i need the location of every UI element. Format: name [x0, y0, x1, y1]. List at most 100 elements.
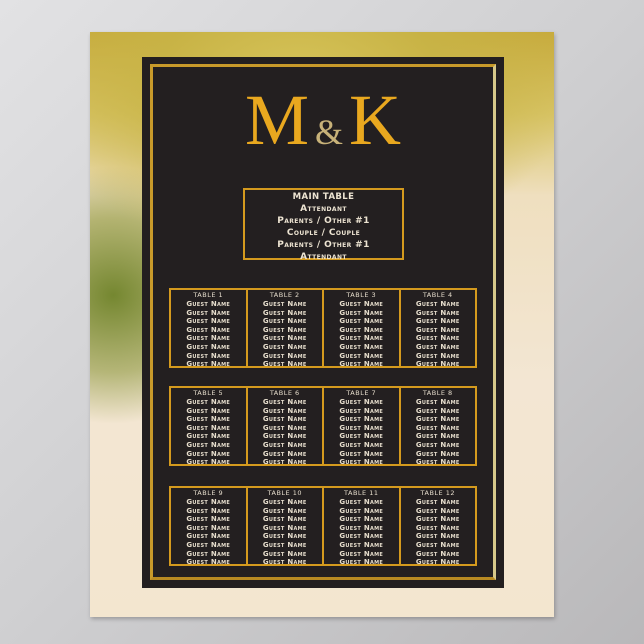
- guest-name: Guest Name: [339, 506, 384, 515]
- guest-name: Guest Name: [415, 415, 460, 424]
- guest-name: Guest Name: [415, 523, 460, 532]
- table-column: TABLE 9 Guest Name Guest Name Guest Name Gue…: [171, 488, 248, 567]
- main-table-seat: Attendant: [300, 252, 347, 262]
- table-label: TABLE 1: [193, 291, 224, 299]
- guest-name: Guest Name: [186, 558, 231, 567]
- guest-name: Guest Name: [339, 549, 384, 558]
- panel-content: M &K MAIN TABLE Attendant Parents / Other…: [156, 70, 490, 574]
- guest-name: Guest Name: [262, 549, 307, 558]
- table-column: TABLE 3 Guest Name Guest Name Guest Name Gue…: [324, 290, 401, 369]
- monogram: M &K: [156, 80, 490, 172]
- table-grid-row: TABLE 1 Guest Name Guest Name Guest Name Gue…: [169, 288, 477, 368]
- guest-name: Guest Name: [339, 351, 384, 360]
- guest-name: Guest Name: [262, 506, 307, 515]
- guest-name: Guest Name: [186, 532, 231, 541]
- main-table-seat: Parents / Other #1: [277, 240, 370, 250]
- guest-name: Guest Name: [186, 458, 231, 467]
- guest-name: Guest Name: [339, 342, 384, 351]
- guest-name: Guest Name: [415, 308, 460, 317]
- guest-name: Guest Name: [186, 406, 231, 415]
- guest-name: Guest Name: [339, 498, 384, 506]
- guest-name: Guest Name: [415, 342, 460, 351]
- guest-name: Guest Name: [262, 423, 307, 432]
- guest-name: Guest Name: [262, 540, 307, 549]
- guest-name: Guest Name: [339, 523, 384, 532]
- guest-name: Guest Name: [339, 515, 384, 524]
- table-label: TABLE 4: [422, 291, 453, 299]
- table-column: TABLE 2 Guest Name Guest Name Guest Name Gue…: [248, 290, 324, 368]
- guest-name: Guest Name: [415, 398, 460, 406]
- table-grid-row: TABLE 9 Guest Name Guest Name Guest Name Gue…: [169, 486, 477, 566]
- guest-name: Guest Name: [415, 432, 460, 441]
- guest-name: Guest Name: [262, 532, 307, 541]
- guest-name: Guest Name: [186, 432, 231, 441]
- guest-name: Guest Name: [262, 515, 307, 524]
- guest-name: Guest Name: [415, 360, 460, 369]
- guest-name: Guest Name: [415, 549, 460, 558]
- guest-name: Guest Name: [186, 342, 231, 351]
- guest-name: Guest Name: [339, 300, 384, 308]
- guest-name: Guest Name: [186, 523, 231, 532]
- main-table-box: MAIN TABLE Attendant Parents / Other #1 …: [243, 188, 404, 262]
- guest-name: Guest Name: [339, 406, 384, 415]
- main-table-seat: Parents / Other #1: [277, 216, 370, 226]
- guest-name: Guest Name: [186, 360, 231, 369]
- black-panel: M &K MAIN TABLE Attendant Parents / Other…: [142, 57, 504, 588]
- gold-frame: M &K MAIN TABLE Attendant Parents / Other…: [150, 64, 496, 580]
- guest-name: Guest Name: [262, 317, 307, 326]
- guest-name: Guest Name: [339, 532, 384, 541]
- guest-name: Guest Name: [415, 532, 460, 541]
- guest-name: Guest Name: [186, 317, 231, 326]
- guest-name: Guest Name: [262, 449, 307, 458]
- guest-name: Guest Name: [339, 334, 384, 343]
- guest-name: Guest Name: [262, 308, 307, 317]
- table-column: TABLE 7 Guest Name Guest Name Guest Name Gue…: [324, 388, 401, 466]
- table-label: TABLE 12: [420, 489, 455, 497]
- guest-name: Guest Name: [262, 406, 307, 415]
- guest-name: Guest Name: [186, 440, 231, 449]
- guest-name: Guest Name: [186, 334, 231, 343]
- guest-name: Guest Name: [339, 449, 384, 458]
- guest-name: Guest Name: [262, 325, 307, 334]
- guest-name: Guest Name: [262, 351, 307, 360]
- table-column: TABLE 5 Guest Name Guest Name Guest Name Gue…: [171, 388, 248, 467]
- table-label: TABLE 8: [422, 389, 453, 397]
- table-label: TABLE 6: [269, 389, 300, 397]
- guest-name: Guest Name: [415, 406, 460, 415]
- main-table-seat: Attendant: [300, 204, 347, 214]
- guest-name: Guest Name: [262, 523, 307, 532]
- guest-name: Guest Name: [415, 351, 460, 360]
- guest-name: Guest Name: [415, 506, 460, 515]
- guest-name: Guest Name: [339, 440, 384, 449]
- main-table-seat: Couple / Couple: [286, 228, 361, 238]
- guest-name: Guest Name: [262, 558, 307, 567]
- table-label: TABLE 3: [346, 291, 377, 299]
- guest-name: Guest Name: [186, 549, 231, 558]
- guest-name: Guest Name: [186, 423, 231, 432]
- guest-name: Guest Name: [262, 300, 307, 308]
- guest-name: Guest Name: [339, 415, 384, 424]
- guest-name: Guest Name: [415, 498, 460, 506]
- guest-name: Guest Name: [339, 558, 384, 567]
- table-column: TABLE 10 Guest Name Guest Name Guest Name Gu…: [248, 488, 324, 567]
- table-label: TABLE 2: [269, 291, 300, 299]
- guest-name: Guest Name: [415, 334, 460, 343]
- monogram-ampersand: &: [315, 112, 344, 152]
- guest-name: Guest Name: [186, 498, 231, 506]
- guest-name: Guest Name: [186, 540, 231, 549]
- guest-name: Guest Name: [262, 432, 307, 441]
- table-column: TABLE 4 Guest Name Guest Name Guest Name Gue…: [401, 290, 476, 369]
- guest-name: Guest Name: [415, 300, 460, 308]
- guest-name: Guest Name: [186, 325, 231, 334]
- guest-name: Guest Name: [415, 558, 460, 567]
- table-grid-row: TABLE 5 Guest Name Guest Name Guest Name Gue…: [169, 386, 477, 466]
- guest-name: Guest Name: [339, 308, 384, 317]
- table-label: TABLE 7: [346, 389, 377, 397]
- guest-name: Guest Name: [339, 317, 384, 326]
- guest-name: Guest Name: [186, 300, 231, 308]
- guest-name: Guest Name: [415, 325, 460, 334]
- guest-name: Guest Name: [339, 360, 384, 369]
- guest-name: Guest Name: [186, 449, 231, 458]
- guest-name: Guest Name: [415, 540, 460, 549]
- guest-name: Guest Name: [415, 515, 460, 524]
